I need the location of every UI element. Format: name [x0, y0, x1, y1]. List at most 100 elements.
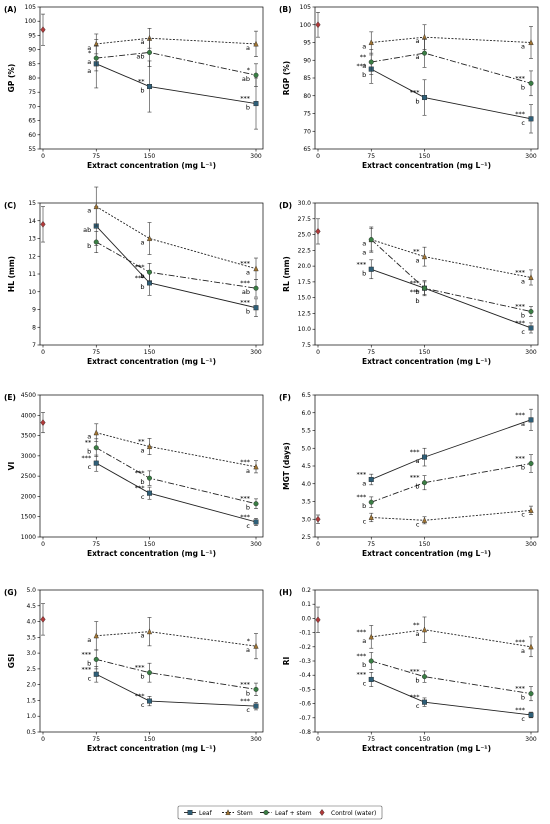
data-point [528, 417, 534, 423]
x-tick-label: 75 [367, 736, 375, 743]
y-tick-label: 60 [28, 132, 36, 139]
y-tick-label: 2.5 [26, 666, 36, 673]
significance-stars: *** [240, 495, 251, 503]
group-letter: b [140, 87, 144, 95]
data-point [146, 698, 152, 704]
group-letter: a [362, 240, 366, 248]
significance-stars: *** [515, 638, 526, 646]
group-letter: a [246, 269, 250, 277]
y-tick-label: 10 [28, 289, 36, 296]
y-tick-label: 7 [32, 342, 36, 349]
data-point [93, 460, 99, 466]
y-tick-label: 100 [25, 18, 37, 25]
data-point [421, 517, 428, 523]
x-tick-label: 75 [92, 541, 100, 548]
data-point [40, 419, 46, 427]
panel-label: (F) [279, 393, 291, 402]
data-point [40, 220, 46, 228]
series-leaf [368, 54, 534, 134]
series-control [40, 13, 46, 46]
y-tick-label: 2500 [21, 473, 36, 480]
group-letter: c [521, 715, 525, 723]
series-line [96, 447, 257, 505]
group-letter: ab [242, 75, 250, 83]
x-tick-label: 75 [92, 153, 100, 160]
data-point [528, 80, 534, 86]
series-leaf-stem [93, 231, 259, 298]
data-point [422, 50, 428, 56]
y-tick-label: -0.5 [299, 686, 311, 693]
group-letter: c [416, 702, 420, 710]
y-tick-label: -0.1 [299, 630, 311, 637]
y-tick-label: 75 [303, 111, 311, 118]
series-stem [368, 226, 534, 286]
data-point [253, 305, 259, 311]
data-point [93, 656, 99, 662]
data-point [253, 519, 259, 525]
data-point [368, 237, 374, 243]
group-letter: a [141, 38, 145, 46]
series-leaf-stem [368, 227, 534, 317]
group-letter: b [415, 98, 419, 106]
data-point [253, 501, 259, 507]
data-point [146, 269, 152, 275]
panel-label: (C) [4, 201, 16, 210]
group-letter: a [416, 37, 420, 45]
series-leaf [93, 666, 259, 711]
group-letter: a [246, 44, 250, 52]
y-tick-label: 75 [28, 89, 36, 96]
data-point [368, 266, 374, 272]
y-tick-label: 105 [25, 4, 37, 11]
significance-stars: *** [240, 260, 251, 268]
group-letter: a [362, 637, 366, 645]
x-tick-label: 150 [144, 349, 156, 356]
data-point [528, 712, 534, 718]
significance-stars: *** [240, 279, 251, 287]
data-point [93, 671, 99, 677]
x-tick-label: 150 [419, 349, 431, 356]
significance-stars: ** [413, 621, 420, 629]
significance-stars: *** [135, 692, 146, 700]
legend-label: Leaf [199, 810, 213, 817]
series-control [40, 206, 46, 243]
y-axis-label: RL (mm) [282, 256, 291, 292]
data-point [528, 274, 534, 280]
y-tick-label: 10.0 [298, 326, 312, 333]
significance-stars: *** [240, 95, 251, 103]
data-point [40, 615, 46, 623]
x-tick-label: 300 [250, 349, 262, 356]
data-point [368, 514, 374, 520]
data-point [422, 285, 428, 291]
group-letter: b [246, 308, 250, 316]
group-letter: a [141, 632, 145, 640]
series-leaf [368, 408, 534, 486]
significance-stars: ** [85, 439, 92, 447]
group-letter: a [416, 457, 420, 465]
group-letter: a [141, 239, 145, 247]
data-point [253, 703, 259, 709]
y-tick-label: 80 [28, 75, 36, 82]
plot-frame [314, 6, 539, 150]
group-letter: b [246, 104, 250, 112]
group-letter: a [362, 479, 366, 487]
data-point [93, 429, 99, 436]
group-letter: b [140, 673, 144, 681]
y-axis-label: GSI [7, 654, 16, 669]
y-tick-label: 0.5 [26, 729, 36, 736]
significance-stars: *** [515, 110, 526, 118]
data-point [253, 642, 259, 649]
panel-d: (D) 7.5 10.0 12.5 15.0 17.5 20.0 22.5 25.0 27.5 30… [279, 200, 539, 366]
x-axis-label: Extract concentration (mg L⁻¹) [362, 161, 491, 170]
group-letter: b [415, 677, 419, 685]
x-tick-label: 0 [316, 541, 320, 548]
significance-stars: *** [410, 448, 421, 456]
panel-g: (G) 0.5 1.0 1.5 2.0 2.5 3.0 3.5 4.0 4.5 5.0 0 75 150 3… [4, 587, 264, 753]
x-tick-label: 0 [41, 153, 45, 160]
y-tick-label: 5.0 [301, 445, 311, 452]
x-tick-label: 75 [367, 349, 375, 356]
group-letter: c [246, 706, 250, 714]
series-stem [93, 423, 259, 474]
data-point [146, 475, 152, 481]
significance-stars: *** [357, 260, 368, 268]
